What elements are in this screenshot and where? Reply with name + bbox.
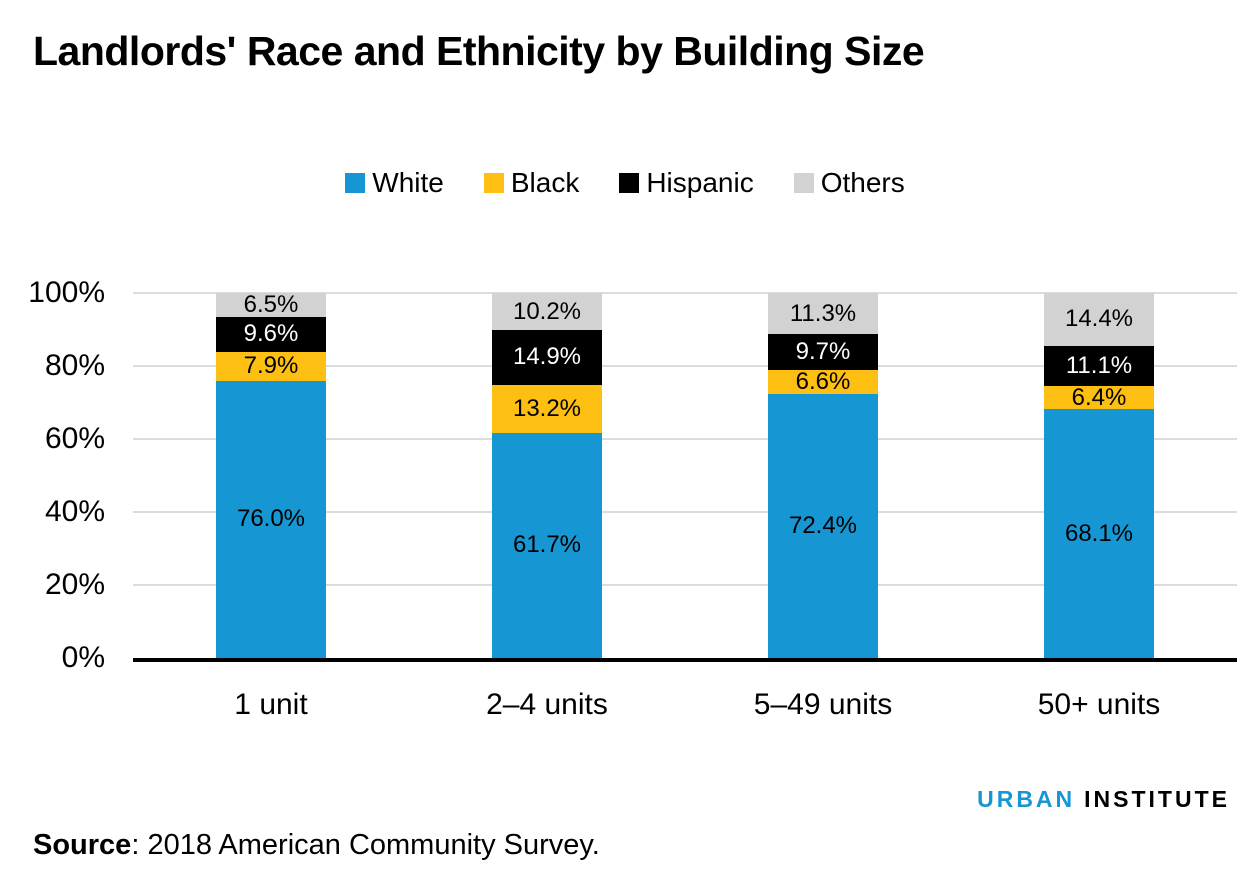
segment-value-label: 61.7%	[512, 531, 582, 559]
gridline-40	[133, 511, 1237, 513]
segment-value-label: 9.6%	[243, 320, 299, 348]
segment-value-label: 9.7%	[795, 337, 851, 365]
legend-item-others: Others	[793, 167, 905, 199]
bar-segment-others: 14.4%	[1044, 293, 1154, 346]
x-axis-tick-2-4-units: 2–4 units	[486, 688, 608, 721]
bar-1-unit: 76.0% 7.9% 9.6% 6.5%	[216, 290, 326, 658]
segment-value-label: 68.1%	[1064, 519, 1134, 547]
y-axis-tick-100: 100%	[28, 276, 105, 309]
bar-segment-black: 6.6%	[768, 367, 878, 395]
gridline-20	[133, 584, 1237, 586]
legend-label: Hispanic	[646, 167, 754, 198]
bar-segment-others: 10.2%	[492, 293, 602, 331]
bar-segment-others: 11.3%	[768, 293, 878, 335]
source-label: Source	[33, 829, 132, 861]
legend-swatch-hispanic	[619, 173, 640, 193]
x-axis-tick-50+-units: 50+ units	[1037, 688, 1161, 721]
legend-swatch-white	[345, 173, 366, 193]
segment-value-label: 13.2%	[512, 394, 582, 422]
segment-value-label: 6.5%	[243, 290, 299, 318]
legend-label: White	[372, 167, 444, 198]
legend-swatch-others	[793, 173, 814, 193]
legend-item-white: White	[345, 167, 444, 199]
segment-value-label: 11.1%	[1065, 351, 1133, 379]
segment-value-label: 14.4%	[1064, 305, 1134, 333]
legend-swatch-black	[483, 173, 504, 193]
bar-segment-black: 6.4%	[1044, 383, 1154, 411]
bar-segment-black: 7.9%	[216, 351, 326, 381]
y-axis-tick-80: 80%	[44, 349, 105, 382]
legend-label: Black	[510, 167, 580, 198]
chart-title: Landlords' Race and Ethnicity by Buildin…	[33, 28, 925, 74]
segment-value-label: 10.2%	[512, 297, 582, 325]
logo-word-urban: URBAN	[977, 786, 1076, 812]
gridline-100	[133, 292, 1237, 294]
bar-5-49-units: 72.4% 6.6% 9.7% 11.3%	[768, 293, 878, 658]
segment-value-label: 6.4%	[1071, 383, 1127, 411]
y-axis-tick-40: 40%	[44, 495, 105, 528]
bar-segment-hispanic: 14.9%	[492, 330, 602, 385]
bar-segment-hispanic: 11.1%	[1044, 345, 1154, 387]
bar-2-4-units: 61.7% 13.2% 14.9% 10.2%	[492, 293, 602, 658]
gridline-80	[133, 365, 1237, 367]
logo-word-institute: INSTITUTE	[1084, 786, 1230, 812]
legend-item-black: Black	[483, 167, 580, 199]
chart-legend: White Black Hispanic Others	[0, 167, 1250, 199]
legend-item-hispanic: Hispanic	[619, 167, 754, 199]
segment-value-label: 11.3%	[789, 299, 857, 327]
segment-value-label: 7.9%	[243, 352, 299, 380]
bar-segment-hispanic: 9.6%	[216, 316, 326, 352]
y-axis-tick-0: 0%	[61, 641, 105, 674]
bar-segment-white: 72.4%	[768, 393, 878, 658]
segment-value-label: 76.0%	[236, 505, 306, 533]
y-axis-tick-60: 60%	[44, 422, 105, 455]
source-text: : 2018 American Community Survey.	[131, 829, 600, 861]
bar-segment-others: 6.5%	[216, 290, 326, 318]
x-axis-tick-1-unit: 1 unit	[234, 688, 308, 721]
bar-segment-black: 13.2%	[492, 384, 602, 433]
source-note: Source: 2018 American Community Survey.	[33, 829, 600, 862]
bar-segment-white: 68.1%	[1044, 409, 1154, 658]
x-axis-line	[133, 658, 1237, 662]
bar-segment-white: 76.0%	[216, 380, 326, 658]
segment-value-label: 72.4%	[788, 511, 858, 539]
legend-label: Others	[820, 167, 905, 198]
segment-value-label: 6.6%	[795, 367, 851, 395]
gridline-60	[133, 438, 1237, 440]
y-axis-tick-20: 20%	[44, 568, 105, 601]
segment-value-label: 14.9%	[512, 343, 582, 371]
bar-50+-units: 68.1% 6.4% 11.1% 14.4%	[1044, 293, 1154, 658]
bar-segment-white: 61.7%	[492, 432, 602, 658]
bar-segment-hispanic: 9.7%	[768, 334, 878, 370]
x-axis-tick-5-49-units: 5–49 units	[753, 688, 893, 721]
urban-institute-logo: URBAN INSTITUTE	[977, 786, 1230, 813]
